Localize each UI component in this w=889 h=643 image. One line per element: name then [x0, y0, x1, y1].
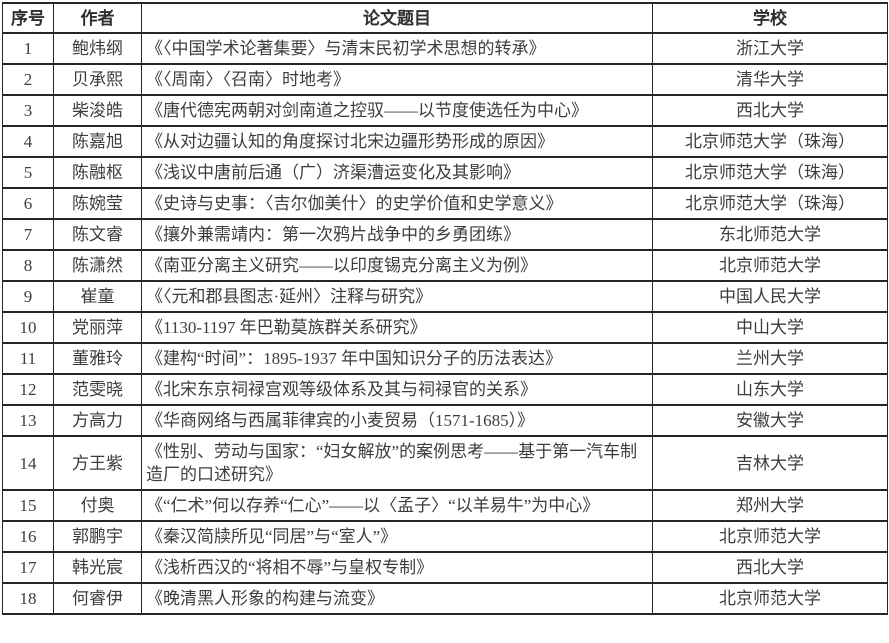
author-cell: 柴浚皓: [53, 94, 142, 127]
row-number-cell: 4: [2, 125, 54, 158]
author-cell: 范雯晓: [53, 373, 142, 406]
school-cell: 清华大学: [652, 63, 888, 96]
header-no: 序号: [2, 2, 54, 34]
author-cell: 陈潇然: [53, 249, 142, 282]
table-row: 11 董雅玲 《建构“时间”：1895-1937 年中国知识分子的历法表达》 兰…: [2, 342, 888, 375]
paper-title-cell: 《南亚分离主义研究——以印度锡克分离主义为例》: [141, 249, 653, 282]
paper-title-cell: 《史诗与史事：〈吉尔伽美什〉的史学价值和史学意义》: [141, 187, 653, 220]
school-cell: 中山大学: [652, 311, 888, 344]
school-cell: 东北师范大学: [652, 218, 888, 251]
row-number-cell: 2: [2, 63, 54, 96]
paper-title-cell: 《唐代德宪两朝对剑南道之控驭——以节度使选任为中心》: [141, 94, 653, 127]
row-number-cell: 7: [2, 218, 54, 251]
table-row: 10 党丽萍 《1130-1197 年巴勒莫族群关系研究》 中山大学: [2, 311, 888, 344]
row-number-cell: 12: [2, 373, 54, 406]
table-row: 16 郭鹏宇 《秦汉简牍所见“同居”与“室人”》 北京师范大学: [2, 520, 888, 553]
school-cell: 山东大学: [652, 373, 888, 406]
paper-title-cell: 《华商网络与西属菲律宾的小麦贸易（1571-1685）》: [141, 404, 653, 437]
row-number-cell: 11: [2, 342, 54, 375]
table-row: 18 何睿伊 《晚清黑人形象的构建与流变》 北京师范大学: [2, 582, 888, 615]
school-cell: 西北大学: [652, 551, 888, 584]
school-cell: 浙江大学: [652, 32, 888, 65]
table-row: 17 韩光宸 《浅析西汉的“将相不辱”与皇权专制》 西北大学: [2, 551, 888, 584]
table-row: 5 陈融枢 《浅议中唐前后通（广）济渠漕运变化及其影响》 北京师范大学（珠海）: [2, 156, 888, 189]
school-cell: 北京师范大学: [652, 520, 888, 553]
header-author: 作者: [53, 2, 142, 34]
table-row: 8 陈潇然 《南亚分离主义研究——以印度锡克分离主义为例》 北京师范大学: [2, 249, 888, 282]
author-cell: 陈婉莹: [53, 187, 142, 220]
row-number-cell: 18: [2, 582, 54, 615]
table-row: 14 方王紫 《性别、劳动与国家：“妇女解放”的案例思考——基于第一汽车制造厂的…: [2, 435, 888, 491]
table-row: 7 陈文睿 《攘外兼需靖内：第一次鸦片战争中的乡勇团练》 东北师范大学: [2, 218, 888, 251]
author-cell: 何睿伊: [53, 582, 142, 615]
author-cell: 方王紫: [53, 435, 142, 491]
author-cell: 陈融枢: [53, 156, 142, 189]
papers-table: 序号 作者 论文题目 学校 1 鲍炜纲 《〈中国学术论著集要〉与清末民初学术思想…: [2, 2, 888, 615]
table-row: 3 柴浚皓 《唐代德宪两朝对剑南道之控驭——以节度使选任为中心》 西北大学: [2, 94, 888, 127]
table-row: 2 贝承熙 《〈周南〉〈召南〉时地考》 清华大学: [2, 63, 888, 96]
row-number-cell: 17: [2, 551, 54, 584]
school-cell: 北京师范大学（珠海）: [652, 125, 888, 158]
paper-title-cell: 《秦汉简牍所见“同居”与“室人”》: [141, 520, 653, 553]
paper-title-cell: 《建构“时间”：1895-1937 年中国知识分子的历法表达》: [141, 342, 653, 375]
row-number-cell: 10: [2, 311, 54, 344]
school-cell: 西北大学: [652, 94, 888, 127]
school-cell: 郑州大学: [652, 489, 888, 522]
row-number-cell: 13: [2, 404, 54, 437]
school-cell: 北京师范大学（珠海）: [652, 156, 888, 189]
row-number-cell: 5: [2, 156, 54, 189]
school-cell: 吉林大学: [652, 435, 888, 491]
author-cell: 韩光宸: [53, 551, 142, 584]
paper-title-cell: 《〈周南〉〈召南〉时地考》: [141, 63, 653, 96]
author-cell: 郭鹏宇: [53, 520, 142, 553]
author-cell: 方高力: [53, 404, 142, 437]
author-cell: 陈文睿: [53, 218, 142, 251]
row-number-cell: 8: [2, 249, 54, 282]
table-body: 1 鲍炜纲 《〈中国学术论著集要〉与清末民初学术思想的转承》 浙江大学 2 贝承…: [2, 32, 888, 615]
header-row: 序号 作者 论文题目 学校: [2, 2, 888, 34]
row-number-cell: 1: [2, 32, 54, 65]
table-row: 4 陈嘉旭 《从对边疆认知的角度探讨北宋边疆形势形成的原因》 北京师范大学（珠海…: [2, 125, 888, 158]
author-cell: 陈嘉旭: [53, 125, 142, 158]
author-cell: 党丽萍: [53, 311, 142, 344]
header-title: 论文题目: [141, 2, 653, 34]
paper-title-cell: 《性别、劳动与国家：“妇女解放”的案例思考——基于第一汽车制造厂的口述研究》: [141, 435, 653, 491]
table-row: 15 付奥 《“仁术”何以存养“仁心”——以〈孟子〉“以羊易牛”为中心》 郑州大…: [2, 489, 888, 522]
school-cell: 兰州大学: [652, 342, 888, 375]
table-row: 13 方高力 《华商网络与西属菲律宾的小麦贸易（1571-1685）》 安徽大学: [2, 404, 888, 437]
row-number-cell: 16: [2, 520, 54, 553]
school-cell: 安徽大学: [652, 404, 888, 437]
school-cell: 中国人民大学: [652, 280, 888, 313]
paper-title-cell: 《攘外兼需靖内：第一次鸦片战争中的乡勇团练》: [141, 218, 653, 251]
row-number-cell: 6: [2, 187, 54, 220]
row-number-cell: 3: [2, 94, 54, 127]
paper-title-cell: 《1130-1197 年巴勒莫族群关系研究》: [141, 311, 653, 344]
table-row: 12 范雯晓 《北宋东京祠禄宫观等级体系及其与祠禄官的关系》 山东大学: [2, 373, 888, 406]
author-cell: 付奥: [53, 489, 142, 522]
paper-title-cell: 《晚清黑人形象的构建与流变》: [141, 582, 653, 615]
header-school: 学校: [652, 2, 888, 34]
school-cell: 北京师范大学: [652, 582, 888, 615]
school-cell: 北京师范大学（珠海）: [652, 187, 888, 220]
author-cell: 鲍炜纲: [53, 32, 142, 65]
paper-title-cell: 《北宋东京祠禄宫观等级体系及其与祠禄官的关系》: [141, 373, 653, 406]
paper-title-cell: 《“仁术”何以存养“仁心”——以〈孟子〉“以羊易牛”为中心》: [141, 489, 653, 522]
paper-title-cell: 《〈元和郡县图志·延州〉注释与研究》: [141, 280, 653, 313]
author-cell: 董雅玲: [53, 342, 142, 375]
row-number-cell: 14: [2, 435, 54, 491]
paper-title-cell: 《从对边疆认知的角度探讨北宋边疆形势形成的原因》: [141, 125, 653, 158]
row-number-cell: 15: [2, 489, 54, 522]
table-row: 9 崔童 《〈元和郡县图志·延州〉注释与研究》 中国人民大学: [2, 280, 888, 313]
paper-title-cell: 《〈中国学术论著集要〉与清末民初学术思想的转承》: [141, 32, 653, 65]
author-cell: 贝承熙: [53, 63, 142, 96]
row-number-cell: 9: [2, 280, 54, 313]
paper-title-cell: 《浅议中唐前后通（广）济渠漕运变化及其影响》: [141, 156, 653, 189]
paper-title-cell: 《浅析西汉的“将相不辱”与皇权专制》: [141, 551, 653, 584]
table-row: 1 鲍炜纲 《〈中国学术论著集要〉与清末民初学术思想的转承》 浙江大学: [2, 32, 888, 65]
author-cell: 崔童: [53, 280, 142, 313]
school-cell: 北京师范大学: [652, 249, 888, 282]
table-row: 6 陈婉莹 《史诗与史事：〈吉尔伽美什〉的史学价值和史学意义》 北京师范大学（珠…: [2, 187, 888, 220]
